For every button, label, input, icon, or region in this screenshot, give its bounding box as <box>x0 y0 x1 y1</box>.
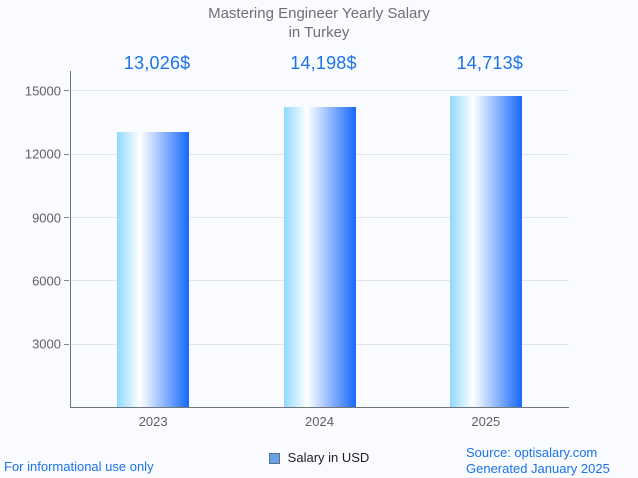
x-axis-label-2023: 2023 <box>138 414 168 429</box>
x-axis-label-2025: 2025 <box>471 414 501 429</box>
legend-marker-icon <box>268 452 280 464</box>
y-axis-tick-label: 3000 <box>32 336 61 352</box>
value-label-2024: 14,198$ <box>290 53 357 73</box>
value-label-2025: 14,713$ <box>456 53 524 73</box>
y-axis-tick-label: 6000 <box>32 273 61 289</box>
y-axis-line <box>70 71 71 408</box>
y-axis-tick <box>64 343 69 345</box>
chart-title-line1: Mastering Engineer Yearly Salary <box>208 5 430 22</box>
y-axis-tick-label: 15000 <box>24 83 61 99</box>
value-label-2023: 13,026$ <box>123 53 191 73</box>
bar-2023[interactable] <box>117 132 190 407</box>
x-axis-line <box>70 407 569 408</box>
legend[interactable]: Salary in USD <box>0 450 638 465</box>
legend-label: Salary in USD <box>287 450 370 465</box>
gridline <box>70 90 569 92</box>
chart-title: Mastering Engineer Yearly Salary in Turk… <box>0 4 638 42</box>
y-axis-tick-label: 12000 <box>24 146 61 162</box>
chart-title-line2: in Turkey <box>288 24 350 41</box>
source-block: Source: optisalary.com Generated January… <box>466 445 610 477</box>
y-axis-tick <box>64 90 69 92</box>
bar-2024[interactable] <box>283 107 356 407</box>
bar-2025[interactable] <box>449 96 522 407</box>
x-axis-label-2024: 2024 <box>305 414 334 429</box>
source-link[interactable]: Source: optisalary.com <box>466 445 598 460</box>
y-axis-tick <box>64 153 69 155</box>
y-axis-tick <box>64 280 69 282</box>
disclaimer-text: For informational use only <box>4 459 154 474</box>
y-axis-tick-label: 9000 <box>32 210 61 226</box>
y-axis-tick <box>64 217 69 219</box>
generated-text: Generated January 2025 <box>466 461 610 476</box>
